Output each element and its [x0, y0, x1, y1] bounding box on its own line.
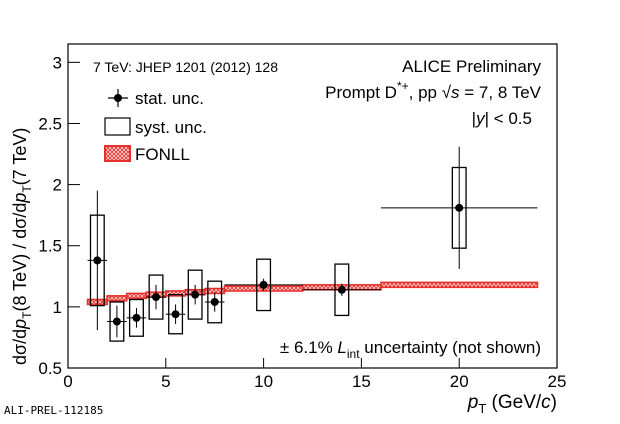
x-tick-label: 15	[352, 372, 371, 391]
legend-symbol	[114, 94, 122, 102]
y-tick-label: 2.5	[38, 114, 62, 133]
x-tick-label: 10	[254, 372, 273, 391]
process-label: Prompt D*+, pp √s = 7, 8 TeV	[325, 79, 542, 102]
data-point	[132, 313, 141, 322]
x-tick-label: 0	[63, 372, 72, 391]
text-part: p	[467, 392, 479, 413]
text-part: uncertainty (not shown)	[360, 338, 541, 357]
data-point	[152, 293, 161, 302]
data-point	[259, 280, 268, 289]
lumi-label: ± 6.1% Lint uncertainty (not shown)	[280, 338, 541, 361]
legend-symbol	[104, 117, 131, 136]
x-tick-label: 5	[161, 372, 170, 391]
y-tick-label: 1.5	[38, 237, 62, 256]
x-tick-label: 20	[450, 372, 469, 391]
text-part: , pp √	[409, 83, 452, 102]
text-part: T	[20, 311, 34, 319]
legend-label: FONLL	[135, 145, 190, 164]
plot-frame	[67, 43, 558, 369]
text-part: Prompt D	[325, 83, 397, 102]
legend-label: stat. unc.	[135, 89, 204, 108]
x-axis-label: pT (GeV/c)	[467, 392, 557, 416]
reference-note: 7 TeV: JHEP 1201 (2012) 128	[93, 59, 278, 75]
fonll-band	[106, 295, 128, 302]
y-tick-label: 2	[53, 176, 62, 195]
text-part: s	[451, 83, 460, 102]
text-part: p	[10, 319, 30, 330]
fonll-band	[125, 292, 148, 300]
rapidity-label: |y| < 0.5	[472, 109, 532, 128]
y-tick-label: 3	[53, 53, 62, 72]
fonll-band	[380, 281, 539, 289]
data-point	[171, 310, 180, 319]
watermark: ALI-PREL-112185	[4, 404, 103, 417]
data-point	[93, 256, 102, 265]
text-part: dσ/d	[10, 329, 30, 365]
text-part: (7 TeV)	[10, 128, 30, 186]
text-part: = 7, 8 TeV	[460, 83, 542, 102]
text-part: T	[478, 401, 486, 416]
legend-symbol	[104, 145, 131, 162]
text-part: *+	[397, 79, 409, 93]
text-part: |	[472, 109, 476, 128]
text-part: | < 0.5	[485, 109, 532, 128]
text-part: (GeV/	[486, 392, 542, 413]
x-tick-label: 25	[548, 372, 567, 391]
text-part: ± 6.1%	[280, 338, 338, 357]
text-part: y	[475, 109, 486, 128]
y-tick-label: 0.5	[38, 359, 62, 378]
y-axis-label: dσ/dpT(8 TeV) / dσ/dpT(7 TeV)	[10, 128, 34, 365]
text-part: T	[20, 185, 34, 193]
y-tick-label: 1	[53, 298, 62, 317]
data-point	[210, 297, 219, 306]
text-part: int	[347, 347, 360, 361]
legend-label: syst. unc.	[135, 118, 207, 137]
text-part: (8 TeV) / dσ/d	[10, 203, 30, 312]
text-part: L	[337, 338, 346, 357]
text-part: p	[10, 193, 30, 204]
data-point	[112, 317, 121, 326]
data-point	[337, 285, 346, 294]
data-point	[455, 203, 464, 212]
text-part: )	[551, 392, 557, 413]
data-point	[191, 290, 200, 299]
text-part: c	[541, 392, 551, 413]
experiment-label: ALICE Preliminary	[402, 57, 541, 76]
